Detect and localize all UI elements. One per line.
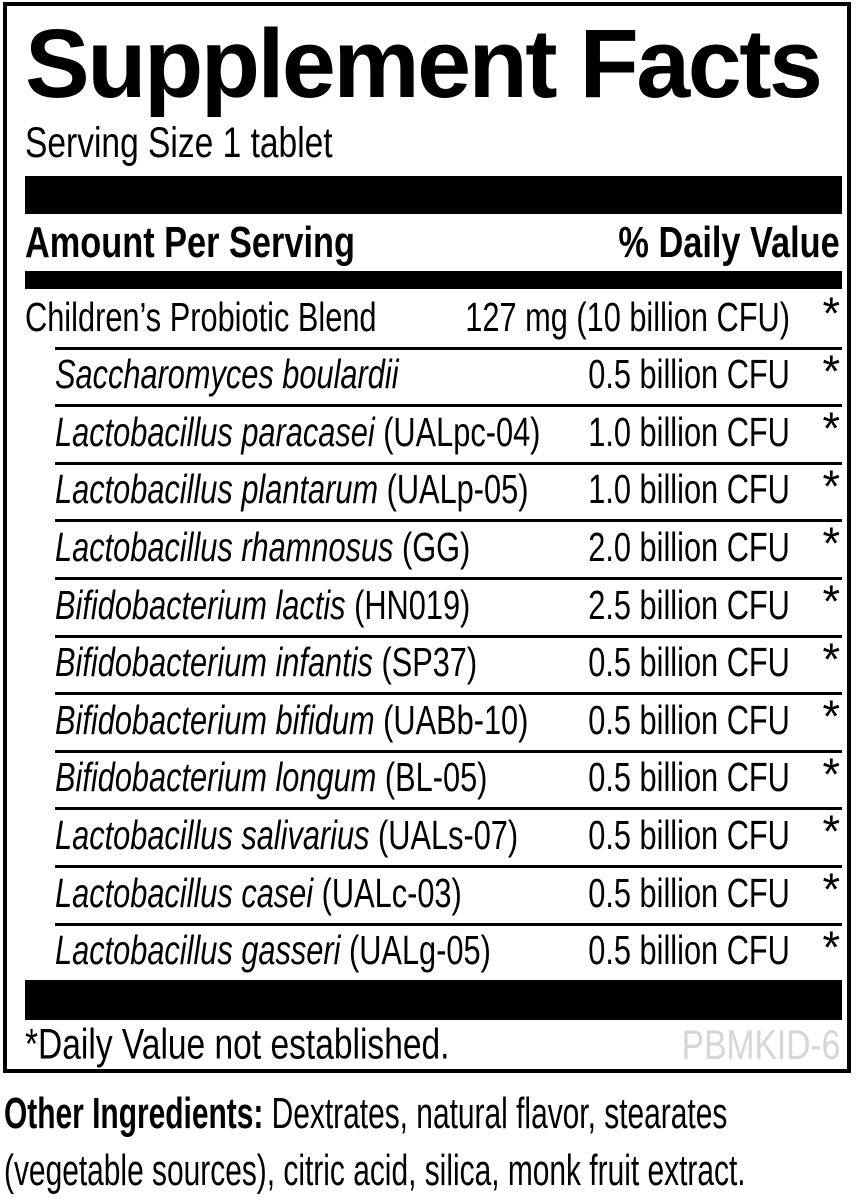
ingredient-amount: 0.5 billion CFU bbox=[588, 754, 790, 801]
product-code: PBMKID-6 bbox=[681, 1021, 840, 1069]
daily-value-asterisk: * bbox=[822, 748, 840, 800]
daily-value-asterisk: * bbox=[822, 345, 840, 397]
ingredient-name-italic: Lactobacillus casei bbox=[55, 869, 314, 916]
other-ingredients-label: Other Ingredients: bbox=[4, 1089, 264, 1138]
ingredient-amount: 0.5 billion CFU bbox=[588, 927, 790, 974]
panel-title: Supplement Facts bbox=[25, 9, 823, 118]
ingredient-strain: (UABb-10) bbox=[374, 696, 529, 743]
ingredient-name-italic: Saccharomyces boulardii bbox=[55, 351, 399, 398]
ingredient-strain: Children’s Probiotic Blend bbox=[25, 293, 377, 340]
ingredient-name: Lactobacillus salivarius (UALs-07) bbox=[55, 812, 518, 859]
daily-value-footnote: *Daily Value not established. bbox=[25, 1020, 450, 1069]
ingredient-row-lactis: Bifidobacterium lactis (HN019) 2.5 billi… bbox=[25, 575, 842, 635]
daily-value-asterisk: * bbox=[822, 921, 840, 973]
daily-value-asterisk: * bbox=[822, 633, 840, 685]
ingredient-strain: (SP37) bbox=[372, 639, 478, 686]
ingredient-strain: (UALg-05) bbox=[340, 927, 491, 974]
separator-bar-bottom bbox=[25, 980, 842, 1021]
ingredient-row-casei: Lactobacillus casei (UALc-03) 0.5 billio… bbox=[25, 863, 842, 923]
ingredient-name: Bifidobacterium longum (BL-05) bbox=[55, 754, 487, 801]
ingredient-name: Saccharomyces boulardii bbox=[55, 351, 399, 398]
ingredient-name-italic: Bifidobacterium lactis bbox=[55, 581, 346, 628]
ingredient-amount: 2.5 billion CFU bbox=[588, 581, 790, 628]
daily-value-asterisk: * bbox=[822, 691, 840, 743]
other-ingredients-line2: (vegetable sources), citric acid, silica… bbox=[4, 1142, 860, 1199]
footnote-row: *Daily Value not established. PBMKID-6 bbox=[25, 1020, 842, 1069]
ingredient-name-italic: Lactobacillus paracasei bbox=[55, 408, 375, 455]
ingredient-name-italic: Lactobacillus plantarum bbox=[55, 466, 379, 513]
ingredient-name: Lactobacillus paracasei (UALpc-04) bbox=[55, 409, 540, 456]
ingredient-name: Bifidobacterium infantis (SP37) bbox=[55, 639, 477, 686]
separator-bar-medium bbox=[25, 271, 842, 289]
ingredient-strain: (UALp-05) bbox=[378, 466, 529, 513]
ingredient-amount: 1.0 billion CFU bbox=[588, 408, 790, 455]
ingredient-name: Children’s Probiotic Blend bbox=[25, 294, 377, 341]
ingredient-row-plantarum: Lactobacillus plantarum (UALp-05) 1.0 bi… bbox=[25, 460, 842, 520]
ingredient-rows: Children’s Probiotic Blend 127 mg (10 bi… bbox=[25, 289, 842, 980]
serving-size-text: Serving Size 1 tablet bbox=[25, 119, 333, 167]
column-header-row: Amount Per Serving % Daily Value bbox=[25, 214, 842, 271]
percent-daily-value-header: % Daily Value bbox=[618, 217, 840, 267]
ingredient-strain: (UALc-03) bbox=[313, 869, 462, 916]
amount-per-serving-header: Amount Per Serving bbox=[25, 217, 355, 267]
other-ingredients-text2: (vegetable sources), citric acid, silica… bbox=[4, 1146, 746, 1195]
ingredient-row-paracasei: Lactobacillus paracasei (UALpc-04) 1.0 b… bbox=[25, 404, 842, 462]
ingredient-row-gasseri: Lactobacillus gasseri (UALg-05) 0.5 bill… bbox=[25, 921, 842, 981]
ingredient-amount: 0.5 billion CFU bbox=[588, 351, 790, 398]
ingredient-name: Lactobacillus rhamnosus (GG) bbox=[55, 524, 470, 571]
ingredient-strain: (BL-05) bbox=[376, 754, 488, 801]
ingredient-strain: (UALpc-04) bbox=[374, 408, 541, 455]
ingredient-name: Bifidobacterium lactis (HN019) bbox=[55, 582, 470, 629]
ingredient-row-rhamnosus: Lactobacillus rhamnosus (GG) 2.0 billion… bbox=[25, 519, 842, 577]
ingredient-name: Lactobacillus casei (UALc-03) bbox=[55, 870, 462, 917]
daily-value-asterisk: * bbox=[822, 575, 840, 627]
serving-size: Serving Size 1 tablet bbox=[25, 114, 842, 168]
ingredient-amount: 0.5 billion CFU bbox=[588, 696, 790, 743]
daily-value-asterisk: * bbox=[822, 460, 840, 512]
other-ingredients-line1: Other Ingredients: Dextrates, natural fl… bbox=[4, 1085, 860, 1142]
ingredient-amount: 0.5 billion CFU bbox=[588, 869, 790, 916]
daily-value-asterisk: * bbox=[822, 863, 840, 915]
ingredient-name: Bifidobacterium bifidum (UABb-10) bbox=[55, 697, 528, 744]
daily-value-asterisk: * bbox=[822, 518, 840, 570]
supplement-facts-panel: Supplement Facts Serving Size 1 tablet A… bbox=[3, 2, 851, 1073]
ingredient-name-italic: Lactobacillus rhamnosus bbox=[55, 523, 394, 570]
ingredient-name-italic: Lactobacillus salivarius bbox=[55, 811, 370, 858]
ingredient-row-salivarius: Lactobacillus salivarius (UALs-07) 0.5 b… bbox=[25, 807, 842, 865]
daily-value-asterisk: * bbox=[822, 403, 840, 455]
ingredient-name-italic: Lactobacillus gasseri bbox=[55, 927, 341, 974]
ingredient-amount: 1.0 billion CFU bbox=[588, 466, 790, 513]
daily-value-asterisk: * bbox=[822, 806, 840, 858]
ingredient-strain: (HN019) bbox=[345, 581, 471, 628]
ingredient-name-italic: Bifidobacterium longum bbox=[55, 754, 377, 801]
ingredient-row-longum: Bifidobacterium longum (BL-05) 0.5 billi… bbox=[25, 748, 842, 808]
ingredient-name-italic: Bifidobacterium bifidum bbox=[55, 696, 375, 743]
ingredient-name: Lactobacillus plantarum (UALp-05) bbox=[55, 466, 528, 513]
ingredient-row-blend: Children’s Probiotic Blend 127 mg (10 bi… bbox=[25, 289, 842, 347]
ingredient-row-infantis: Bifidobacterium infantis (SP37) 0.5 bill… bbox=[25, 633, 842, 693]
ingredient-strain: (GG) bbox=[393, 523, 471, 570]
other-ingredients: Other Ingredients: Dextrates, natural fl… bbox=[4, 1085, 860, 1199]
ingredient-name: Lactobacillus gasseri (UALg-05) bbox=[55, 927, 491, 974]
ingredient-amount: 2.0 billion CFU bbox=[588, 523, 790, 570]
daily-value-asterisk: * bbox=[822, 288, 840, 339]
ingredient-row-bifidum: Bifidobacterium bifidum (UABb-10) 0.5 bi… bbox=[25, 692, 842, 750]
other-ingredients-text1: Dextrates, natural flavor, stearates bbox=[263, 1089, 728, 1138]
ingredient-name-italic: Bifidobacterium infantis bbox=[55, 639, 373, 686]
ingredient-amount: 127 mg (10 billion CFU) bbox=[465, 293, 790, 340]
ingredient-row-boulardii: Saccharomyces boulardii 0.5 billion CFU … bbox=[25, 345, 842, 405]
ingredient-amount: 0.5 billion CFU bbox=[588, 639, 790, 686]
ingredient-strain: (UALs-07) bbox=[369, 811, 519, 858]
ingredient-amount: 0.5 billion CFU bbox=[588, 811, 790, 858]
separator-bar-thick bbox=[25, 176, 842, 214]
